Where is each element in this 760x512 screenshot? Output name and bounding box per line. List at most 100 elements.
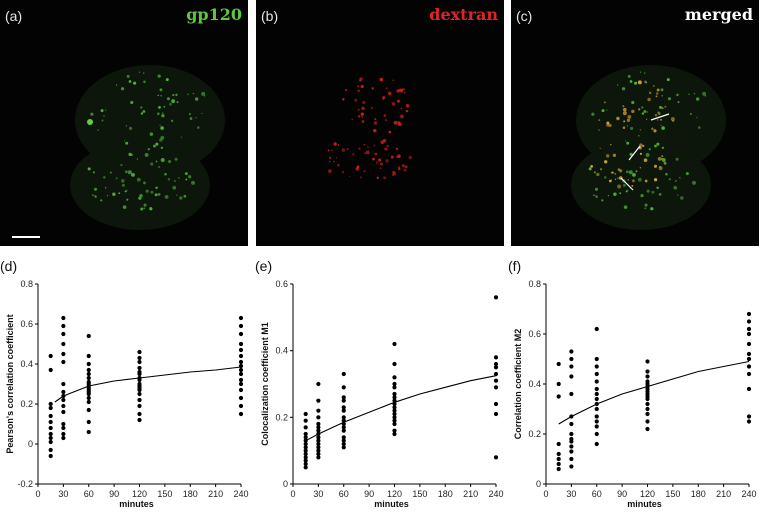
fluorescent-spot bbox=[157, 193, 161, 196]
fluorescent-spot bbox=[397, 122, 402, 126]
fluorescent-spot bbox=[385, 159, 389, 163]
fluorescent-spot bbox=[194, 97, 199, 101]
fluorescent-spot bbox=[195, 116, 197, 119]
fluorescent-spot bbox=[656, 92, 659, 95]
data-point bbox=[341, 398, 346, 403]
fluorescent-spot bbox=[373, 144, 376, 147]
fluorescent-spot bbox=[164, 173, 167, 176]
fluorescent-spot bbox=[127, 170, 132, 175]
fluorescent-spot bbox=[169, 102, 172, 106]
fluorescent-spot bbox=[174, 180, 176, 182]
fluorescent-spot bbox=[663, 161, 667, 165]
data-point bbox=[86, 407, 91, 413]
fluorescent-spot bbox=[392, 170, 396, 174]
data-point bbox=[493, 378, 499, 383]
fluorescent-spot bbox=[616, 177, 619, 180]
fluorescent-spot bbox=[596, 172, 600, 177]
fluorescent-spot bbox=[623, 205, 628, 209]
data-point bbox=[746, 351, 752, 357]
fluorescent-spot bbox=[639, 143, 643, 147]
fluorescent-spot bbox=[628, 170, 633, 175]
panel-letter: (b) bbox=[261, 8, 279, 24]
data-point bbox=[392, 405, 397, 410]
data-point bbox=[137, 417, 142, 423]
x-tick-label: 90 bbox=[617, 489, 627, 499]
fluorescent-spot bbox=[143, 80, 146, 84]
fluorescent-spot bbox=[625, 190, 628, 193]
data-point bbox=[392, 341, 397, 347]
data-point bbox=[569, 449, 574, 454]
data-point bbox=[86, 367, 91, 373]
fluorescent-spot bbox=[374, 152, 378, 156]
data-point bbox=[303, 458, 308, 463]
fluorescent-spot bbox=[188, 175, 192, 179]
fluorescent-spot bbox=[702, 91, 707, 96]
fluorescent-spot bbox=[367, 146, 369, 149]
arrow bbox=[628, 145, 641, 161]
fluorescent-spot bbox=[103, 115, 105, 117]
y-tick-label: 0.8 bbox=[20, 279, 33, 289]
fluorescent-spot bbox=[698, 126, 701, 129]
y-tick-label: 0.4 bbox=[275, 346, 288, 356]
data-point bbox=[61, 351, 66, 357]
data-point bbox=[238, 359, 244, 365]
fluorescent-spot bbox=[130, 100, 134, 105]
fluorescent-spot bbox=[614, 172, 617, 175]
fluorescent-spot bbox=[388, 130, 392, 134]
fluorescent-spot bbox=[133, 81, 137, 85]
fluorescent-spot bbox=[405, 109, 409, 113]
data-point bbox=[61, 381, 66, 387]
data-point bbox=[341, 425, 346, 430]
data-point bbox=[493, 355, 499, 360]
fluorescent-spot bbox=[377, 158, 382, 162]
x-tick-label: 0 bbox=[543, 489, 548, 499]
data-point bbox=[569, 431, 574, 437]
data-point bbox=[341, 415, 346, 420]
fluorescent-spot bbox=[670, 117, 675, 121]
fluorescent-spot bbox=[180, 136, 183, 138]
data-point bbox=[594, 356, 599, 362]
data-point bbox=[569, 421, 574, 427]
data-point bbox=[238, 411, 244, 417]
fluorescent-spot bbox=[124, 190, 127, 193]
fluorescent-spot bbox=[346, 148, 349, 151]
x-tick-label: 30 bbox=[58, 489, 68, 499]
data-point bbox=[86, 419, 91, 425]
fluorescent-spot bbox=[327, 169, 332, 174]
data-point bbox=[303, 431, 308, 437]
fluorescent-spot bbox=[142, 72, 145, 74]
fluorescent-spot bbox=[172, 185, 177, 190]
x-tick-label: 90 bbox=[109, 489, 119, 499]
fluorescent-spot bbox=[675, 157, 679, 161]
fluorescent-spot bbox=[185, 178, 188, 181]
x-tick-label: 150 bbox=[157, 489, 172, 499]
fluorescent-spot bbox=[648, 148, 651, 151]
data-point bbox=[392, 431, 397, 437]
data-point bbox=[238, 381, 244, 387]
fluorescent-spot bbox=[149, 207, 153, 211]
micrograph-gp120-image bbox=[12, 65, 225, 238]
data-point bbox=[392, 395, 397, 400]
fluorescent-spot bbox=[590, 164, 594, 168]
fluorescent-spot bbox=[634, 81, 638, 85]
data-point bbox=[303, 448, 308, 453]
fluorescent-spot bbox=[616, 116, 620, 121]
fluorescent-spot bbox=[176, 101, 179, 104]
data-point bbox=[392, 361, 397, 367]
fluorescent-spot bbox=[408, 155, 412, 160]
fluorescent-spot bbox=[131, 172, 135, 177]
fluorescent-spot bbox=[704, 95, 707, 97]
fluorescent-spot bbox=[405, 103, 410, 108]
data-point bbox=[746, 341, 752, 347]
fluorescent-spot bbox=[610, 143, 612, 146]
fluorescent-spot bbox=[635, 170, 638, 173]
fluorescent-spot bbox=[352, 153, 355, 156]
data-point bbox=[746, 319, 752, 324]
fluorescent-spot bbox=[688, 93, 690, 96]
data-point bbox=[341, 435, 346, 440]
data-point bbox=[556, 394, 561, 399]
fluorescent-spot bbox=[668, 178, 672, 181]
fluorescent-spot bbox=[399, 114, 404, 119]
data-point bbox=[238, 377, 244, 383]
fluorescent-spot bbox=[639, 71, 642, 73]
